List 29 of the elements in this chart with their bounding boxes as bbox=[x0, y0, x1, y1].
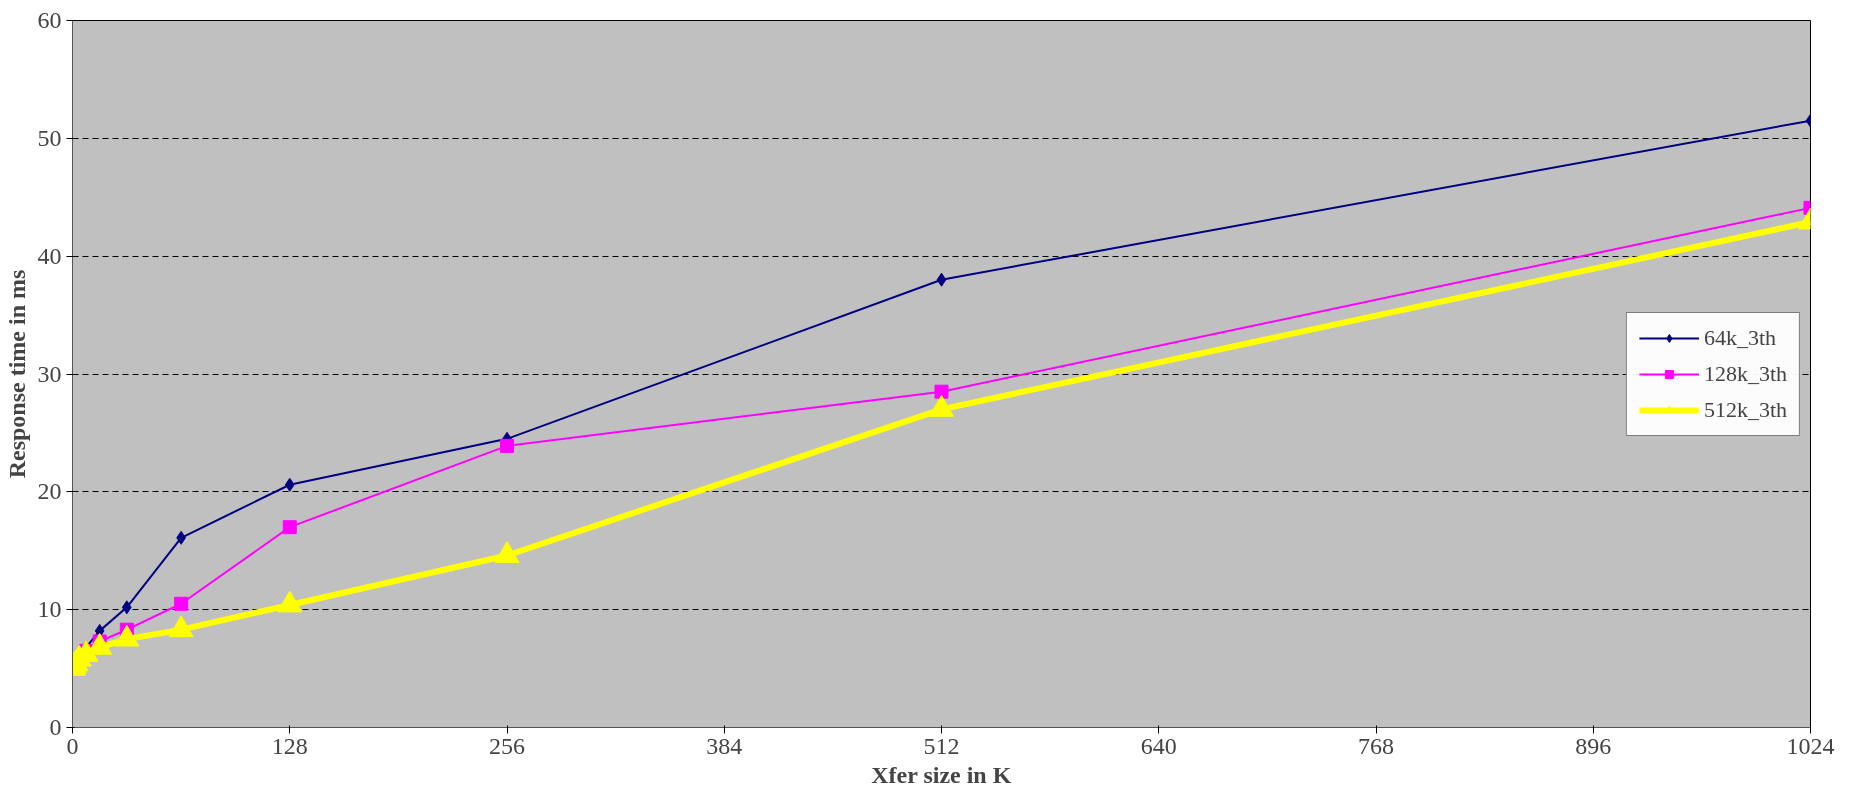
point bbox=[277, 590, 303, 613]
y-tick-label: 0 bbox=[49, 714, 62, 740]
y-axis-title: Response time in ms bbox=[3, 269, 30, 479]
x-tick-label: 640 bbox=[1140, 732, 1177, 759]
y-tick-label: 60 bbox=[37, 7, 62, 33]
x-tick-label: 256 bbox=[489, 732, 525, 759]
x-tick-label: 768 bbox=[1358, 732, 1394, 759]
y-tick-label: 20 bbox=[37, 478, 62, 505]
x-axis-title: Xfer size in K bbox=[871, 761, 1012, 788]
point bbox=[934, 384, 949, 399]
legend-label: 128k_3th bbox=[1703, 360, 1787, 387]
point bbox=[284, 477, 295, 492]
legend-label: 64k_3th bbox=[1703, 324, 1776, 351]
x-tick-label: 0 bbox=[66, 732, 79, 759]
x-tick-label: 1024 bbox=[1786, 732, 1835, 759]
x-tick-label: 896 bbox=[1575, 732, 1612, 759]
y-tick-label: 30 bbox=[37, 360, 62, 387]
point bbox=[114, 624, 140, 647]
point bbox=[500, 438, 514, 453]
y-tick-label: 40 bbox=[37, 242, 62, 269]
y-tick-label: 10 bbox=[37, 596, 62, 623]
point bbox=[494, 541, 520, 563]
y-tick-label: 50 bbox=[37, 124, 62, 151]
x-tick-label: 512 bbox=[923, 732, 960, 759]
legend-label: 512k_3th bbox=[1703, 396, 1787, 423]
point bbox=[936, 272, 947, 287]
x-tick-label: 128 bbox=[271, 732, 308, 759]
point bbox=[168, 615, 194, 638]
x-tick-label: 384 bbox=[706, 732, 743, 759]
